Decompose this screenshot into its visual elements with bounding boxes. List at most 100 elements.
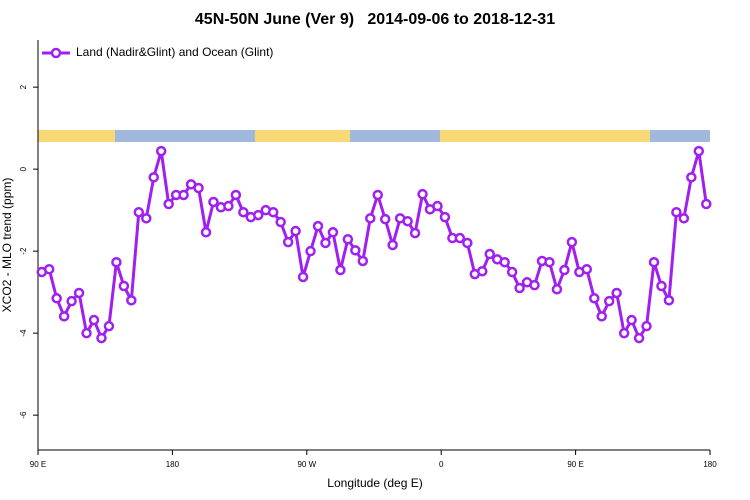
ocean-band	[115, 130, 255, 142]
data-point	[267, 206, 279, 218]
data-point	[58, 311, 70, 322]
y-axis-label: XCO2 - MLO trend (ppm)	[0, 178, 14, 313]
data-point	[596, 311, 607, 322]
data-point	[81, 327, 92, 339]
data-point	[686, 172, 697, 183]
data-point	[66, 295, 77, 307]
data-point	[484, 248, 495, 260]
data-point	[633, 332, 645, 344]
data-point	[544, 256, 555, 268]
data-point	[477, 265, 488, 277]
data-point	[618, 327, 630, 339]
data-point	[335, 264, 346, 276]
data-point	[305, 245, 316, 257]
data-point	[200, 227, 212, 238]
data-point	[365, 213, 376, 224]
data-point	[73, 287, 85, 299]
data-point	[342, 234, 354, 245]
data-point	[88, 314, 100, 326]
data-point	[357, 255, 369, 267]
data-point	[506, 266, 518, 278]
data-point	[439, 211, 451, 223]
data-point	[603, 295, 615, 307]
land-band	[38, 130, 115, 142]
x-tick-label: 90 W	[297, 460, 316, 469]
data-point	[454, 232, 466, 244]
x-tick-label: 90 E	[30, 460, 46, 469]
x-tick-label: 0	[439, 460, 444, 469]
map-strip	[38, 130, 710, 142]
legend-marker	[50, 47, 62, 59]
data-point	[275, 216, 286, 228]
data-point	[126, 295, 137, 306]
data-point	[43, 263, 55, 275]
data-point	[111, 256, 122, 268]
data-point	[678, 213, 690, 224]
data-point	[559, 264, 570, 276]
data-point	[514, 282, 525, 294]
data-point	[96, 332, 107, 344]
data-point	[297, 271, 309, 283]
data-point	[701, 198, 712, 210]
data-point	[641, 320, 652, 332]
data-point	[566, 236, 578, 248]
x-tick-label: 180	[703, 460, 717, 469]
data-point	[581, 263, 593, 275]
land-band	[440, 130, 650, 142]
data-point	[163, 198, 174, 210]
data-point	[320, 237, 331, 249]
data-point	[223, 200, 234, 212]
data-point	[589, 293, 600, 304]
data-point	[551, 284, 563, 295]
data-point	[148, 172, 159, 183]
x-axis-label: Longitude (deg E)	[327, 476, 422, 490]
data-point	[379, 213, 391, 225]
data-point	[529, 279, 540, 291]
data-point	[402, 215, 413, 227]
y-tick-label: 0	[19, 166, 28, 171]
data-point	[118, 280, 130, 292]
x-tick-label: 90 E	[567, 460, 583, 469]
data-point	[103, 320, 115, 332]
legend-label: Land (Nadir&Glint) and Ocean (Glint)	[76, 45, 273, 59]
data-point	[626, 314, 637, 326]
data-point	[155, 145, 167, 157]
data-point	[312, 220, 324, 232]
data-point	[350, 245, 361, 256]
data-point	[51, 293, 62, 304]
data-point	[238, 206, 249, 218]
data-point	[253, 209, 264, 221]
data-point	[432, 200, 443, 212]
data-point	[230, 189, 242, 201]
data-point	[499, 256, 510, 268]
data-point	[462, 237, 473, 249]
data-point	[208, 196, 219, 208]
data-point	[178, 189, 189, 201]
data-point	[663, 295, 675, 306]
data-point	[327, 227, 339, 238]
land-band	[255, 130, 350, 142]
y-tick-label: -2	[19, 247, 28, 255]
data-point	[141, 213, 152, 224]
y-tick-label: 2	[19, 84, 28, 89]
data-point	[290, 225, 301, 237]
data-point	[693, 145, 705, 157]
data-point	[417, 188, 428, 200]
data-line	[41, 150, 708, 342]
data-point	[409, 227, 421, 239]
y-tick-label: -4	[19, 329, 28, 337]
data-point	[648, 256, 660, 268]
data-point	[193, 182, 204, 194]
data-point	[372, 189, 383, 201]
data-point	[133, 206, 145, 218]
data-point	[282, 236, 294, 248]
ocean-band	[650, 130, 710, 142]
data-point	[387, 239, 398, 251]
ocean-band	[350, 130, 440, 142]
x-tick-label: 180	[166, 460, 180, 469]
data-point	[611, 287, 622, 299]
data-point	[671, 206, 682, 218]
chart-title: 45N-50N June (Ver 9) 2014-09-06 to 2018-…	[195, 11, 555, 28]
data-point	[656, 280, 667, 292]
